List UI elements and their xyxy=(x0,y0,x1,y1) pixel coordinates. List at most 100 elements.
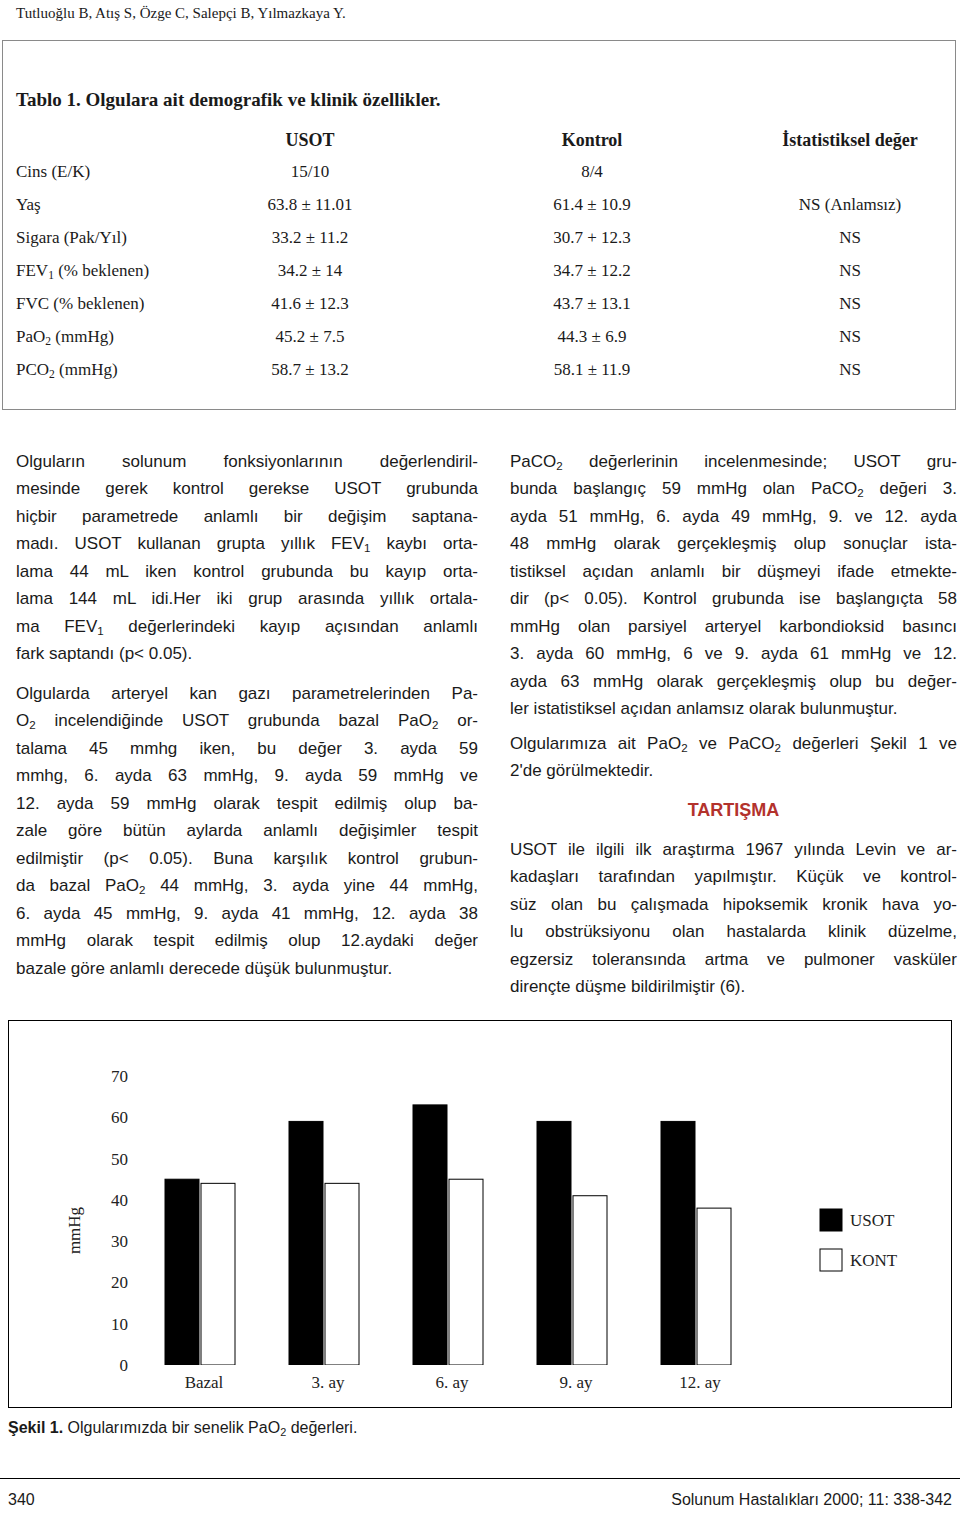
text: değerlerindeki kayıp açısından anlamlı xyxy=(104,617,478,636)
text: bazale göre anlamlı derecede düşük bulun… xyxy=(16,959,392,978)
text: NS xyxy=(839,228,861,247)
subscript: 2 xyxy=(139,885,145,897)
text: 15/10 xyxy=(291,162,330,181)
text: FEV xyxy=(16,261,48,280)
bar xyxy=(449,1179,483,1365)
text-line: kadaşları tarafından yapılmıştır. Küçük … xyxy=(510,863,957,891)
text: 30.7 + 12.3 xyxy=(553,228,631,247)
row-label: FVC (% beklenen) xyxy=(16,290,236,318)
text: talama 45 mmhg iken, bu değer 3. ayda 59 xyxy=(16,739,478,758)
bar xyxy=(325,1183,359,1365)
text-line: bazale göre anlamlı derecede düşük bulun… xyxy=(16,955,478,983)
text: ayda 63 mmHg olarak gerçekleşmiş olup bu… xyxy=(510,672,957,691)
y-tick-label: 50 xyxy=(111,1150,128,1169)
text-line: Olgularımıza ait PaO2 ve PaCO2 değerleri… xyxy=(510,730,957,758)
text-line: fark saptandı (p< 0.05). xyxy=(16,640,478,668)
bar xyxy=(165,1179,199,1365)
x-tick-label: 12. ay xyxy=(679,1373,721,1392)
row-label: PCO2 (mmHg) xyxy=(16,356,236,384)
text-line: 3. ayda 60 mmHg, 6 ve 9. ayda 61 mmHg ve… xyxy=(510,640,957,668)
bar xyxy=(697,1208,731,1365)
table-cell: 44.3 ± 6.9 xyxy=(462,323,722,351)
text: NS xyxy=(839,261,861,280)
row-label: Sigara (Pak/Yıl) xyxy=(16,224,236,252)
text: 34.2 ± 14 xyxy=(278,261,343,280)
table-cell: NS xyxy=(720,257,960,285)
text: değerleri Şekil 1 ve xyxy=(781,734,957,753)
text: FVC (% beklenen) xyxy=(16,294,144,313)
text: TARTIŞMA xyxy=(688,800,780,820)
text: 3. ayda 60 mmHg, 6 ve 9. ayda 61 mmHg ve… xyxy=(510,644,957,663)
x-tick-label: Bazal xyxy=(185,1373,224,1392)
text: kadaşları tarafından yapılmıştır. Küçük … xyxy=(510,867,957,886)
text: hiçbir parametrede anlamlı bir değişim s… xyxy=(16,507,478,526)
text-line: hiçbir parametrede anlamlı bir değişim s… xyxy=(16,503,478,531)
column-header: USOT xyxy=(180,126,440,154)
subscript: 1 xyxy=(364,543,370,555)
text: ve PaCO xyxy=(688,734,775,753)
section-heading: TARTIŞMA xyxy=(510,796,957,824)
text-line: dirençte düşme bildirilmiştir (6). xyxy=(510,973,957,1001)
subscript: 2 xyxy=(432,720,438,732)
subscript: 2 xyxy=(49,368,55,381)
text: NS xyxy=(839,294,861,313)
text: Tablo 1. Olgulara ait demografik ve klin… xyxy=(16,89,441,110)
text-line: lama 144 mL idi.Her iki grup arasında yı… xyxy=(16,585,478,613)
text: USOT ile ilgili ilk araştırma 1967 yılın… xyxy=(510,840,957,859)
text-line: ler istatistiksel açıdan anlamsız olarak… xyxy=(510,695,957,723)
text-line: zale göre bütün aylarda anlamlı değişiml… xyxy=(16,817,478,845)
text: Sigara (Pak/Yıl) xyxy=(16,228,127,247)
text: PaCO xyxy=(510,452,556,471)
text: egzersiz toleransında artma ve pulmoner … xyxy=(510,950,957,969)
text-line: lu obstrüksiyonu olan hastalarda klinik … xyxy=(510,918,957,946)
subscript: 2 xyxy=(681,742,687,754)
y-tick-label: 40 xyxy=(111,1191,128,1210)
text: Olgularımıza ait PaO xyxy=(510,734,681,753)
bar xyxy=(661,1121,695,1365)
text-line: ayda 63 mmHg olarak gerçekleşmiş olup bu… xyxy=(510,668,957,696)
legend-swatch xyxy=(820,1249,842,1271)
text: 48 mmHg olarak gerçekleşmiş olup sonuçla… xyxy=(510,534,957,553)
table-cell: 45.2 ± 7.5 xyxy=(180,323,440,351)
text: 63.8 ± 11.01 xyxy=(267,195,352,214)
text: lama 144 mL idi.Her iki grup arasında yı… xyxy=(16,589,478,608)
row-label: PaO2 (mmHg) xyxy=(16,323,236,351)
text: ayda 51 mmHg, 6. ayda 49 mmHg, 9. ve 12.… xyxy=(510,507,957,526)
table-cell: 58.1 ± 11.9 xyxy=(462,356,722,384)
text-line: talama 45 mmhg iken, bu değer 3. ayda 59 xyxy=(16,735,478,763)
text: 44.3 ± 6.9 xyxy=(558,327,627,346)
subscript: 2 xyxy=(280,1426,286,1438)
subscript: 2 xyxy=(45,335,51,348)
text: Olgularda arteryel kan gazı parametreler… xyxy=(16,684,478,703)
text: (mmHg) xyxy=(55,360,118,379)
subscript: 2 xyxy=(29,720,35,732)
text: değerleri. xyxy=(286,1419,357,1436)
text: mmHg olan parsiyel arteryel karbondioksi… xyxy=(510,617,957,636)
text-line: 6. ayda 45 mmHg, 9. ayda 41 mmHg, 12. ay… xyxy=(16,900,478,928)
text-line: egzersiz toleransında artma ve pulmoner … xyxy=(510,946,957,974)
table-cell: 43.7 ± 13.1 xyxy=(462,290,722,318)
text: mesinde gerek kontrol gerekse USOT grubu… xyxy=(16,479,478,498)
text: mmhg, 6. ayda 63 mmHg, 9. ayda 59 mmHg v… xyxy=(16,766,478,785)
text: 2'de görülmektedir. xyxy=(510,761,653,780)
legend-swatch xyxy=(820,1209,842,1231)
y-tick-label: 60 xyxy=(111,1108,128,1127)
subscript: 1 xyxy=(48,269,54,282)
text: Olguların solunum fonksiyonlarının değer… xyxy=(16,452,478,471)
text-line: 48 mmHg olarak gerçekleşmiş olup sonuçla… xyxy=(510,530,957,558)
text-line: mmHg olarak tespit edilmiş olup 12.aydak… xyxy=(16,927,478,955)
text: dirençte düşme bildirilmiştir (6). xyxy=(510,977,745,996)
text: Kontrol xyxy=(562,130,623,150)
table-cell: NS xyxy=(720,290,960,318)
bars xyxy=(165,1105,731,1365)
footer-rule xyxy=(0,1478,960,1479)
text: Yaş xyxy=(16,195,41,214)
table-cell: 33.2 ± 11.2 xyxy=(180,224,440,252)
text-line: USOT ile ilgili ilk araştırma 1967 yılın… xyxy=(510,836,957,864)
text: O xyxy=(16,711,29,730)
text: İstatistiksel değer xyxy=(782,130,917,150)
column-header: İstatistiksel değer xyxy=(720,126,960,154)
y-tick-label: 20 xyxy=(111,1273,128,1292)
x-tick-label: 9. ay xyxy=(559,1373,593,1392)
text: değerlerinin incelenmesinde; USOT gru- xyxy=(563,452,957,471)
